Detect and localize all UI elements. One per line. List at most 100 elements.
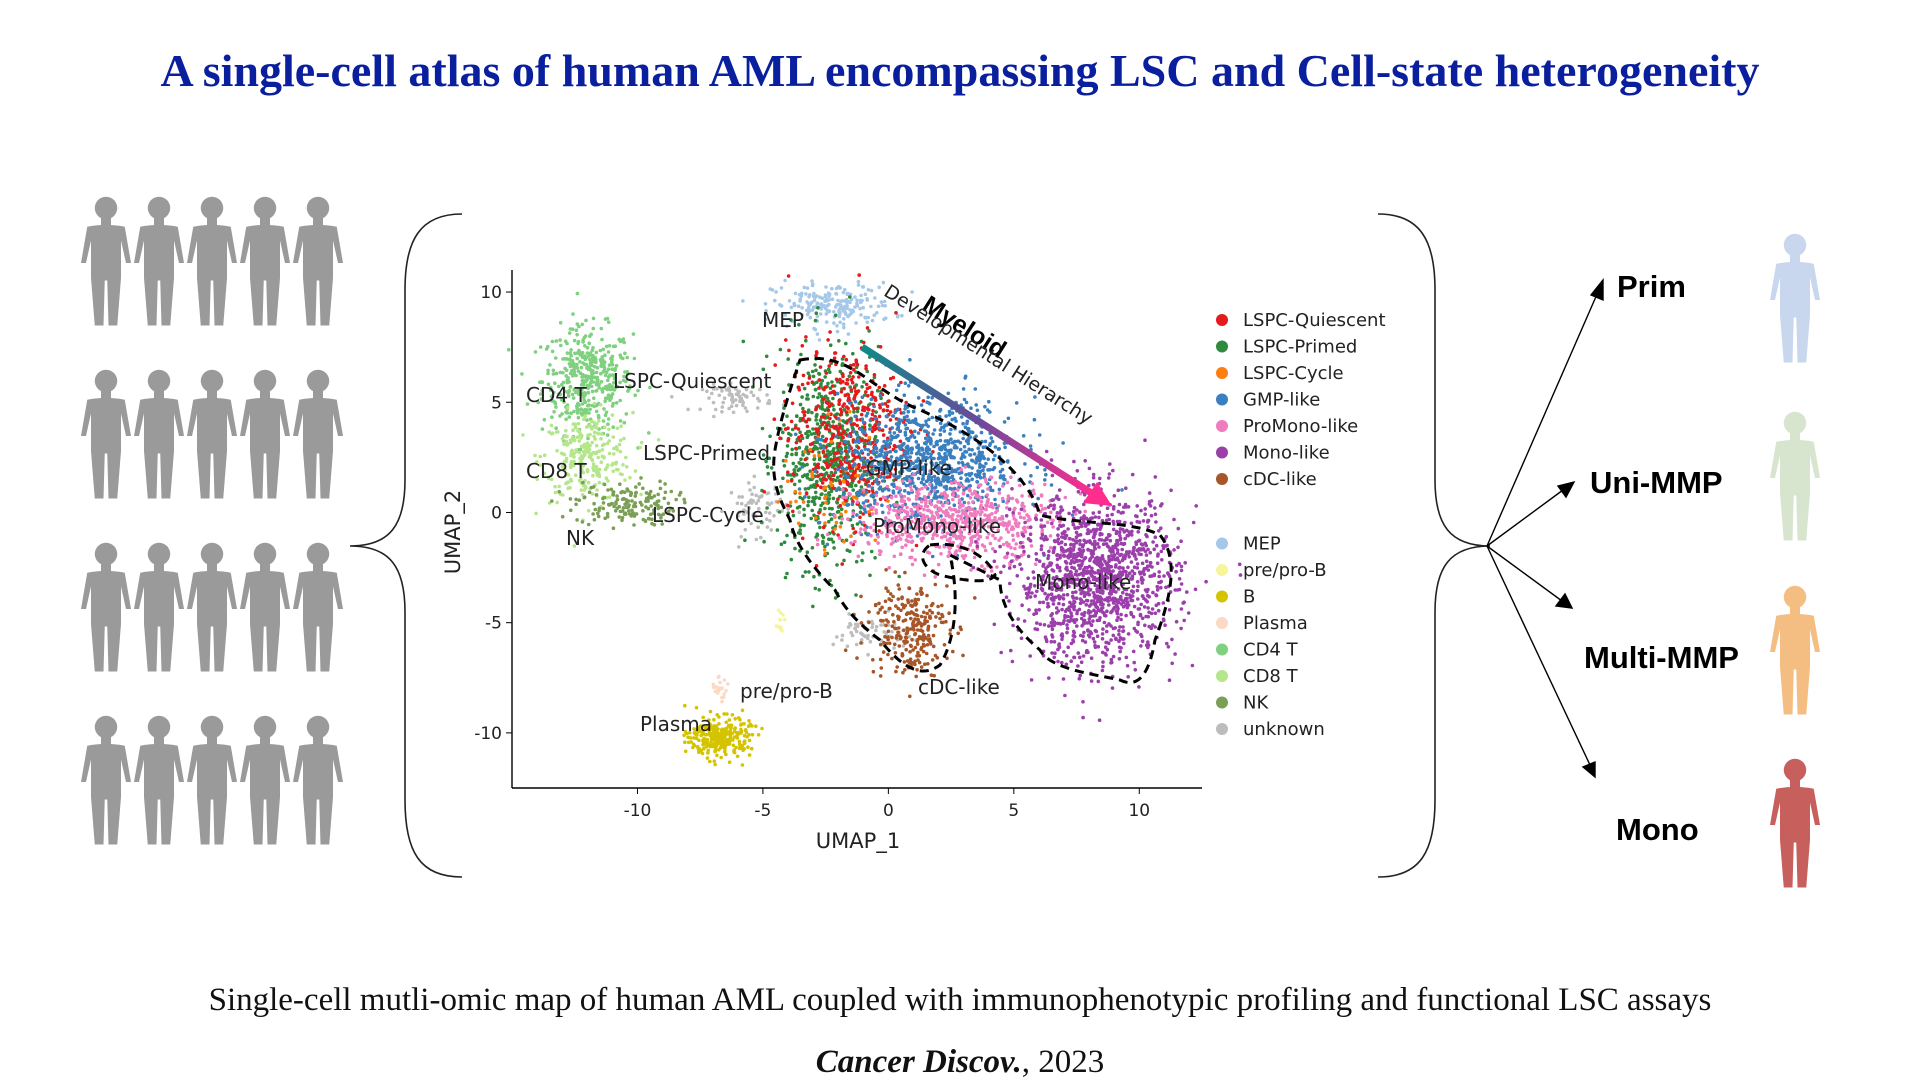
umap-point xyxy=(1105,609,1109,613)
umap-point xyxy=(979,430,984,435)
umap-point xyxy=(549,431,554,436)
umap-point xyxy=(817,392,822,396)
umap-point xyxy=(667,509,671,513)
umap-point xyxy=(810,410,814,415)
umap-point xyxy=(586,522,591,527)
umap-point xyxy=(814,368,818,373)
umap-point xyxy=(575,356,579,361)
umap-point xyxy=(873,538,878,543)
umap-point xyxy=(1082,618,1087,623)
umap-point xyxy=(750,385,755,389)
umap-point xyxy=(842,386,846,391)
umap-point xyxy=(834,520,839,525)
umap-point xyxy=(1099,538,1104,542)
umap-point xyxy=(868,639,873,644)
umap-point xyxy=(894,449,898,454)
umap-point xyxy=(798,491,802,496)
umap-point xyxy=(873,556,877,560)
umap-point xyxy=(878,345,883,349)
umap-point xyxy=(875,311,879,315)
umap-point xyxy=(756,498,761,503)
umap-point xyxy=(844,357,849,362)
umap-point xyxy=(894,494,898,499)
umap-point xyxy=(595,488,599,492)
umap-point xyxy=(993,453,997,458)
umap-point xyxy=(710,391,714,396)
umap-point xyxy=(618,438,623,443)
umap-point xyxy=(559,451,564,456)
umap-point xyxy=(764,517,769,521)
umap-point xyxy=(1051,602,1056,606)
umap-point xyxy=(823,551,827,556)
umap-point xyxy=(736,389,740,394)
umap-point xyxy=(820,296,825,301)
umap-point xyxy=(868,423,872,428)
umap-point xyxy=(624,412,629,416)
umap-point xyxy=(856,446,861,450)
umap-point xyxy=(798,430,802,435)
patient-silhouette-icon xyxy=(293,369,343,499)
umap-point xyxy=(1010,659,1015,664)
umap-point xyxy=(779,484,783,489)
umap-point xyxy=(790,427,795,432)
umap-point xyxy=(1068,536,1072,541)
umap-point xyxy=(562,452,567,457)
umap-point xyxy=(767,511,772,515)
umap-point xyxy=(895,538,900,542)
umap-point xyxy=(581,480,585,485)
umap-point xyxy=(902,393,907,398)
umap-point xyxy=(601,361,606,366)
umap-point xyxy=(840,438,844,443)
umap-point xyxy=(550,499,554,503)
umap-point xyxy=(889,434,893,438)
umap-point xyxy=(877,549,882,553)
umap-point xyxy=(589,332,593,337)
umap-point xyxy=(538,454,542,459)
umap-point xyxy=(1109,638,1113,642)
umap-point xyxy=(878,497,883,502)
umap-point xyxy=(855,500,860,504)
umap-point xyxy=(820,481,825,485)
umap-point xyxy=(711,400,716,405)
umap-point xyxy=(1025,513,1029,517)
umap-point xyxy=(535,460,539,464)
umap-point xyxy=(632,514,637,518)
umap-point xyxy=(833,527,837,531)
umap-point xyxy=(540,427,545,431)
umap-point xyxy=(789,557,794,562)
umap-point xyxy=(837,494,842,499)
umap-point xyxy=(989,475,993,480)
left-brace xyxy=(349,213,463,878)
umap-point xyxy=(585,418,589,422)
umap-point xyxy=(592,517,597,522)
umap-point xyxy=(815,537,820,542)
umap-point xyxy=(1083,459,1087,463)
umap-point xyxy=(787,348,791,353)
umap-point xyxy=(834,488,839,493)
umap-point xyxy=(1020,494,1024,498)
umap-point xyxy=(975,480,979,484)
umap-point xyxy=(902,499,906,503)
umap-point xyxy=(1157,570,1161,574)
umap-point xyxy=(926,431,931,435)
umap-point xyxy=(634,485,638,489)
umap-point xyxy=(927,417,931,422)
umap-point xyxy=(858,306,862,311)
umap-point xyxy=(989,501,994,506)
umap-point xyxy=(821,535,826,540)
umap-point xyxy=(857,375,861,379)
umap-point xyxy=(575,435,580,440)
umap-point xyxy=(836,467,840,472)
umap-point xyxy=(1121,510,1125,515)
umap-point xyxy=(863,292,868,297)
umap-point xyxy=(741,299,745,303)
umap-point xyxy=(802,285,807,290)
umap-point xyxy=(634,490,638,495)
umap-point xyxy=(877,426,882,431)
umap-point xyxy=(975,458,980,463)
umap-point xyxy=(1100,632,1105,636)
umap-point xyxy=(594,388,599,393)
umap-point xyxy=(643,519,648,523)
umap-point xyxy=(836,533,840,537)
umap-point xyxy=(1039,493,1044,497)
